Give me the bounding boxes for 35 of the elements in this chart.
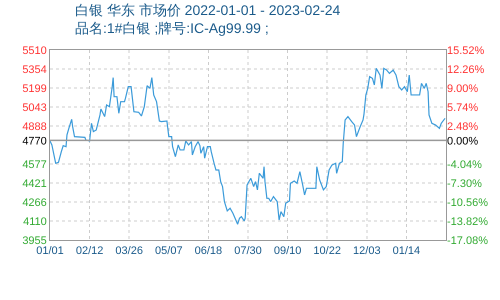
y2-tick-label: -13.82%	[447, 216, 488, 228]
y2-tick-label: 5.74%	[447, 102, 478, 114]
x-tick-label: 02/12	[76, 245, 104, 258]
y-tick-label: 3955	[22, 234, 47, 247]
y2-tick-label: 15.52%	[447, 44, 485, 57]
y-tick-label: 4888	[22, 120, 47, 133]
y2-tick-label: 9.00%	[447, 82, 478, 95]
chart-subtitle: 品名:1#白银 ;牌号:IC-Ag99.99 ;	[75, 20, 269, 36]
y2-tick-label: 0.00%	[447, 135, 478, 148]
y2-tick-label: -7.30%	[447, 178, 482, 190]
x-tick-label: 03/26	[115, 245, 143, 258]
y-tick-label: 4266	[22, 196, 47, 209]
x-tick-label: 10/22	[313, 245, 341, 258]
y-tick-label: 5199	[22, 82, 47, 95]
x-tick-label: 06/18	[194, 245, 222, 258]
y-tick-label: 4770	[22, 135, 47, 148]
chart-title: 白银 华东 市场价 2022-01-01 - 2023-02-24	[75, 2, 341, 18]
y2-tick-label: -10.56%	[447, 196, 488, 209]
x-tick-label: 01/14	[392, 245, 420, 258]
y-tick-label: 4110	[23, 216, 47, 228]
y-tick-label: 5510	[22, 44, 47, 57]
x-tick-label: 07/30	[234, 245, 262, 258]
y2-tick-label: -4.04%	[447, 158, 482, 171]
x-tick-label: 01/01	[36, 245, 64, 258]
y-tick-label: 4577	[22, 158, 47, 171]
y2-tick-label: 2.48%	[447, 120, 478, 133]
y2-tick-label: -17.08%	[447, 234, 488, 247]
x-tick-label: 12/03	[353, 245, 381, 258]
x-tick-label: 05/07	[155, 245, 183, 258]
y-tick-label: 5043	[22, 102, 47, 114]
y2-tick-label: 12.26%	[447, 64, 485, 76]
y-tick-label: 4421	[22, 178, 47, 190]
x-tick-label: 09/10	[274, 245, 302, 258]
y-tick-label: 5354	[22, 64, 47, 76]
line-series	[50, 68, 446, 225]
